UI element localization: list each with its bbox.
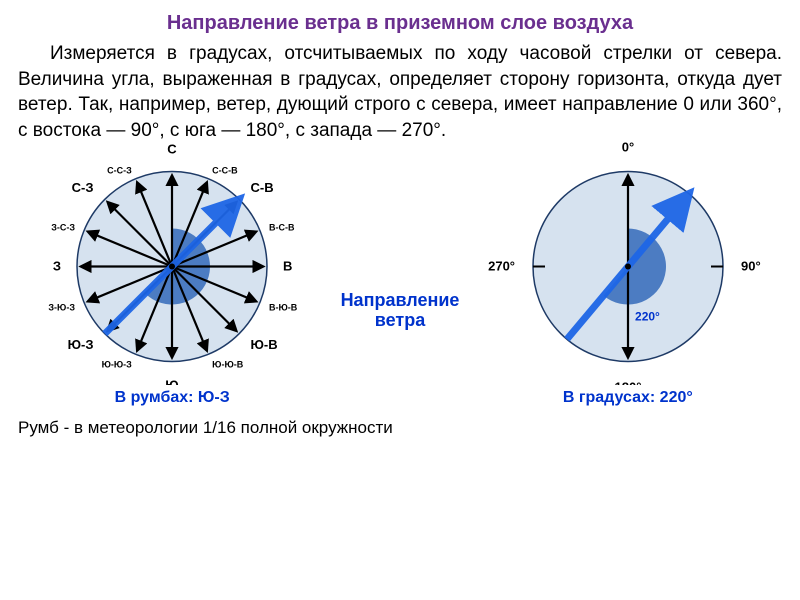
rhumb-label: С-З [72,180,94,195]
rhumb-label: Ю-Ю-З [102,359,133,369]
degree-label: 180° [614,379,641,385]
rhumb-label: С [167,141,177,156]
center-label: Направление ветра [341,290,460,331]
paragraph-text: Измеряется в градусах, отсчитываемых по … [18,43,782,141]
right-diagram-col: 0° 90° 180° 270° 220° В градусах: 220° [488,140,768,407]
rhumb-label: В-Ю-В [269,302,298,312]
rhumb-label: Ю-Ю-В [212,359,244,369]
rhumb-label: С-С-З [107,165,132,175]
rhumb-label: З-Ю-З [49,302,76,312]
rhumb-label: Ю [165,377,178,385]
rhumb-label: В [283,258,292,273]
compass-degrees-diagram: 0° 90° 180° 270° 220° [488,140,768,385]
degree-label: 0° [622,140,634,155]
footnote: Румб - в метеорологии 1/16 полной окружн… [18,417,438,438]
rhumb-label: З [53,258,61,273]
left-caption: В румбах: Ю-З [115,389,230,407]
main-paragraph: Измеряется в градусах, отсчитываемых по … [18,41,782,144]
diagram-row: С С-С-В С-В В-С-В В В-Ю-В Ю-В Ю-Ю-В Ю Ю-Ю-З Ю-З З-Ю… [18,140,782,407]
rhumb-label: С-С-В [212,165,238,175]
rhumb-label: З-С-З [51,222,75,232]
rhumb-label: Ю-В [251,337,278,352]
page-title: Направление ветра в приземном слое возду… [18,12,782,35]
right-caption: В градусах: 220° [563,389,693,407]
inner-angle-label: 220° [635,309,660,323]
degree-label: 270° [488,258,515,273]
rhumb-label: Ю-З [68,337,94,352]
rhumb-label: С-В [251,180,274,195]
center-label-line1: Направление [341,290,460,310]
left-diagram-col: С С-С-В С-В В-С-В В В-Ю-В Ю-В Ю-Ю-В Ю Ю-Ю-З Ю-З З-Ю… [32,140,312,407]
compass-rose-diagram: С С-С-В С-В В-С-В В В-Ю-В Ю-В Ю-Ю-В Ю Ю-Ю-З Ю-З З-Ю… [32,140,312,385]
center-label-line2: ветра [375,310,425,330]
degree-label: 90° [741,258,761,273]
rhumb-label: В-С-В [269,222,295,232]
